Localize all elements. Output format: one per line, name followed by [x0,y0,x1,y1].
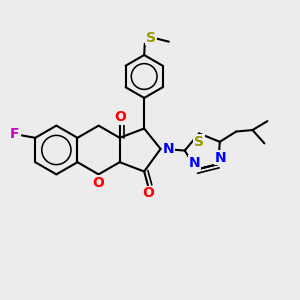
Text: N: N [163,142,175,156]
Text: S: S [194,135,204,149]
Text: O: O [114,110,126,124]
Text: N: N [215,151,226,164]
Text: S: S [146,31,156,45]
Text: F: F [10,127,19,141]
Text: O: O [93,176,104,190]
Text: O: O [142,186,154,200]
Text: N: N [188,156,200,170]
